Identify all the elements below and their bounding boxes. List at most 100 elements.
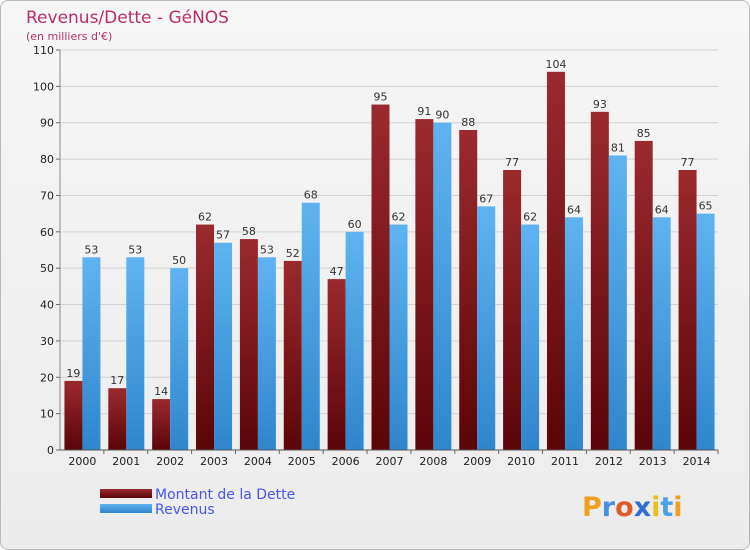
legend: Montant de la Dette Revenus	[100, 487, 295, 518]
legend-label-revenus: Revenus	[155, 502, 215, 518]
data-label-debt: 88	[461, 116, 475, 129]
bar-debt	[415, 119, 434, 450]
logo-text: Proxiti	[582, 492, 683, 523]
y-tick-label: 80	[40, 153, 54, 166]
y-tick-label: 20	[40, 371, 54, 384]
data-label-revenus: 53	[84, 243, 98, 256]
data-label-revenus: 67	[479, 192, 493, 205]
data-label-revenus: 53	[128, 243, 142, 256]
y-tick-label: 50	[40, 262, 54, 275]
data-label-debt: 52	[286, 247, 300, 260]
bar-debt	[371, 104, 390, 450]
x-tick-label: 2005	[288, 455, 316, 468]
data-label-debt: 77	[505, 156, 519, 169]
data-label-revenus: 62	[523, 211, 537, 224]
x-tick-label: 2002	[156, 455, 184, 468]
data-label-revenus: 65	[699, 200, 713, 213]
data-label-debt: 95	[374, 91, 388, 104]
bar-revenus	[696, 213, 715, 450]
data-label-debt: 77	[681, 156, 695, 169]
bar-debt	[678, 170, 697, 450]
bar-debt	[590, 111, 609, 451]
data-label-revenus: 57	[216, 229, 230, 242]
x-tick-label: 2012	[595, 455, 623, 468]
data-label-debt: 19	[66, 367, 80, 380]
bar-revenus	[82, 257, 101, 450]
data-label-debt: 91	[417, 105, 431, 118]
bar-debt	[64, 380, 83, 450]
data-label-debt: 58	[242, 225, 256, 238]
x-tick-label: 2004	[244, 455, 272, 468]
bar-debt	[546, 71, 565, 451]
data-label-revenus: 64	[655, 203, 669, 216]
x-tick-label: 2011	[551, 455, 579, 468]
legend-label-debt: Montant de la Dette	[155, 487, 295, 503]
bar-debt	[283, 260, 302, 450]
bar-revenus	[301, 202, 320, 450]
proxiti-logo: Proxiti	[582, 492, 683, 523]
x-tick-label: 2007	[376, 455, 404, 468]
bar-revenus	[389, 224, 408, 450]
data-label-revenus: 50	[172, 254, 186, 267]
x-tick-label: 2001	[112, 455, 140, 468]
bar-revenus	[521, 224, 540, 450]
data-label-debt: 17	[110, 374, 124, 387]
data-label-revenus: 68	[304, 189, 318, 202]
chart-subtitle: (en milliers d'€)	[26, 30, 112, 43]
bar-revenus	[477, 206, 496, 450]
bar-debt	[239, 239, 258, 450]
data-label-debt: 104	[545, 58, 566, 71]
data-label-debt: 85	[637, 127, 651, 140]
bar-revenus	[608, 155, 627, 451]
x-tick-label: 2014	[683, 455, 711, 468]
y-axis: 0 10 20 30 40 50 60 70 80 90 100 110	[33, 44, 61, 457]
bar-debt	[108, 388, 127, 450]
bar-revenus	[214, 242, 233, 450]
y-tick-label: 10	[40, 408, 54, 421]
y-tick-label: 90	[40, 117, 54, 130]
data-label-revenus: 81	[611, 141, 625, 154]
bar-debt	[327, 279, 346, 450]
data-label-revenus: 64	[567, 203, 581, 216]
y-tick-label: 40	[40, 299, 54, 312]
y-tick-label: 110	[33, 44, 54, 57]
bar-revenus	[257, 257, 276, 450]
x-tick-label: 2010	[507, 455, 535, 468]
x-tick-label: 2013	[639, 455, 667, 468]
x-tick-label: 2009	[463, 455, 491, 468]
bars: 19 53 17 53 14 50 62 57 58 53 52 68 47 60 95 62 91 90 88 67…	[64, 58, 715, 451]
bar-revenus	[652, 217, 671, 450]
data-label-debt: 14	[154, 385, 168, 398]
y-tick-label: 0	[47, 444, 54, 457]
data-label-revenus: 62	[392, 211, 406, 224]
x-tick-label: 2008	[419, 455, 447, 468]
chart-title: Revenus/Dette - GéNOS	[26, 8, 229, 28]
bar-revenus	[126, 257, 145, 450]
bar-revenus	[170, 268, 189, 450]
bar-revenus	[433, 122, 452, 451]
x-tick-label: 2000	[68, 455, 96, 468]
bar-revenus	[345, 231, 364, 450]
x-tick-label: 2006	[332, 455, 360, 468]
y-tick-label: 70	[40, 189, 54, 202]
data-label-revenus: 60	[348, 218, 362, 231]
bar-revenus	[564, 217, 583, 450]
legend-swatch-revenus	[100, 504, 152, 513]
data-label-debt: 47	[330, 265, 344, 278]
y-tick-label: 30	[40, 335, 54, 348]
bar-debt	[152, 399, 171, 450]
y-tick-label: 100	[33, 80, 54, 93]
bar-debt	[459, 130, 478, 450]
x-axis: 2000 2001 2002 2003 2004 2005 2006 2007 2008 2009…	[60, 449, 719, 468]
data-label-debt: 93	[593, 98, 607, 111]
legend-swatch-debt	[100, 489, 152, 498]
y-tick-label: 60	[40, 226, 54, 239]
bar-debt	[634, 140, 653, 450]
x-tick-label: 2003	[200, 455, 228, 468]
bar-debt	[196, 224, 215, 450]
data-label-revenus: 53	[260, 243, 274, 256]
data-label-revenus: 90	[435, 109, 449, 122]
bar-debt	[503, 170, 522, 450]
data-label-debt: 62	[198, 211, 212, 224]
